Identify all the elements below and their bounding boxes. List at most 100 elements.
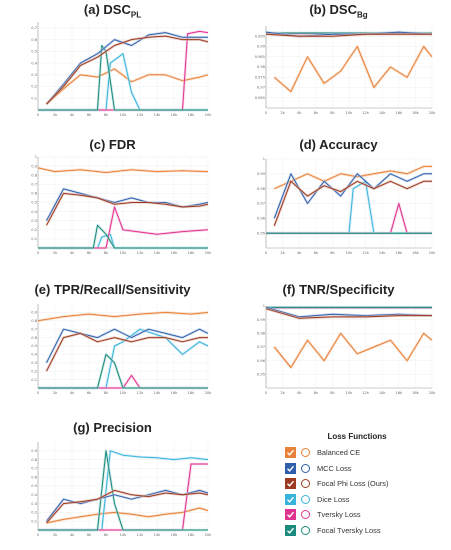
x-tick-label: 10k	[120, 113, 128, 117]
chart-panel-precision: (g) Precision 0 2k 4k 6k 8k 10k 12k 14k 16k 18k 20…	[0, 418, 225, 548]
x-tick-label: 6k	[87, 251, 92, 255]
legend-label: Balanced CE	[317, 448, 361, 458]
x-tick-label: 4k	[70, 533, 75, 537]
series-line-balanced-ce	[37, 167, 209, 173]
x-tick-label: 8k	[104, 533, 109, 537]
series-line-focal-tversky	[38, 224, 208, 249]
series-line-balanced-ce	[273, 46, 433, 93]
chart-title: (a) DSCPL	[83, 2, 142, 20]
y-tick-label: 0.9	[31, 164, 37, 168]
y-tick-label: 0.5	[31, 50, 37, 54]
x-tick-label: 6k	[314, 111, 319, 115]
y-tick-label: 1	[35, 155, 37, 159]
checkbox-icon	[285, 447, 296, 459]
legend-label: Focal Phi Loss (Ours)	[317, 479, 389, 489]
chart-dsc-pl: 0 2k 4k 6k 8k 10k 12k 14k 16k 18k 20k 0.1 0.2 0.3 0.4 0…	[31, 22, 213, 117]
legend-item: Dice Loss	[278, 492, 436, 508]
x-tick-label: 12k	[137, 113, 145, 117]
series-line-tversky	[38, 206, 209, 249]
legend-label: MCC Loss	[317, 463, 352, 473]
x-tick-label: 0	[37, 251, 40, 255]
series-line-balanced-ce	[273, 332, 433, 368]
x-tick-label: 6k	[87, 391, 92, 395]
x-tick-label: 8k	[330, 251, 335, 255]
x-tick-label: 6k	[87, 113, 92, 117]
y-tick-label: 0.2	[31, 228, 37, 232]
y-tick-label: 0.99	[257, 45, 266, 49]
y-tick-label: 0.3	[31, 502, 37, 506]
x-tick-label: 16k	[171, 533, 179, 537]
x-tick-label: 8k	[330, 391, 335, 395]
x-tick-label: 20k	[429, 111, 437, 115]
series-line-focal-tversky	[38, 353, 208, 389]
x-tick-label: 4k	[297, 391, 302, 395]
x-tick-label: 8k	[330, 111, 335, 115]
x-tick-label: 18k	[188, 533, 196, 537]
x-tick-label: 14k	[379, 111, 387, 115]
x-tick-label: 4k	[70, 391, 75, 395]
y-tick-label: 0.2	[31, 85, 37, 89]
y-tick-label: 0.2	[31, 369, 37, 373]
y-tick-label: 0.995	[255, 34, 265, 38]
x-tick-label: 12k	[362, 251, 370, 255]
x-tick-label: 6k	[314, 391, 319, 395]
y-tick-label: 0.8	[31, 458, 37, 462]
checkbox-icon	[285, 493, 296, 505]
y-tick-label: 0.99	[257, 318, 266, 322]
x-tick-label: 20k	[205, 113, 213, 117]
x-tick-label: 2k	[53, 533, 58, 537]
x-tick-label: 16k	[171, 391, 179, 395]
series-line-focal-phi	[46, 192, 209, 226]
y-tick-label: 0.96	[257, 359, 266, 363]
x-tick-label: 0	[265, 111, 268, 115]
chart-title: (g) Precision	[73, 420, 152, 435]
chart-dsc-bg: 0 2k 4k 6k 8k 10k 12k 14k 16k 18k 20k 0.965 0.97 0.97…	[255, 26, 437, 115]
x-tick-label: 10k	[346, 251, 354, 255]
y-tick-label: 0.1	[31, 378, 37, 382]
x-tick-label: 14k	[379, 391, 387, 395]
x-tick-label: 16k	[171, 113, 179, 117]
checkbox-icon	[285, 509, 296, 521]
x-tick-label: 20k	[429, 251, 437, 255]
y-tick-label: 0.6	[31, 192, 37, 196]
y-tick-label: 0.97	[257, 202, 265, 206]
x-tick-label: 10k	[346, 111, 354, 115]
y-tick-label: 0.95	[257, 373, 265, 377]
x-tick-label: 12k	[137, 533, 145, 537]
x-tick-label: 14k	[154, 251, 162, 255]
y-tick-label: 0.2	[31, 511, 37, 515]
legend-label: Focal Tversky Loss	[317, 525, 381, 535]
legend-item: MCC Loss	[278, 461, 436, 477]
x-tick-label: 2k	[280, 251, 285, 255]
y-tick-label: 0.98	[257, 187, 266, 191]
x-tick-label: 12k	[137, 391, 145, 395]
chart-tpr: 0 2k 4k 6k 8k 10k 12k 14k 16k 18k 20k 0.1 0.2 0.3 0.4 0…	[31, 304, 212, 395]
x-tick-label: 2k	[53, 391, 58, 395]
y-tick-label: 0.7	[31, 467, 37, 471]
legend-label: Tversky Loss	[317, 510, 361, 520]
x-tick-label: 18k	[412, 111, 420, 115]
x-tick-label: 6k	[314, 251, 319, 255]
chart-title: (b) DSCBg	[309, 2, 368, 20]
x-tick-label: 16k	[395, 111, 403, 115]
circle-marker-icon	[301, 525, 310, 535]
y-tick-label: 0.8	[31, 319, 37, 323]
checkbox-icon	[285, 462, 296, 474]
x-tick-label: 16k	[171, 251, 179, 255]
x-tick-label: 20k	[205, 251, 213, 255]
x-tick-label: 12k	[137, 251, 145, 255]
y-tick-label: 0.9	[31, 449, 37, 453]
y-tick-label: 0.8	[31, 173, 37, 177]
y-tick-label: 0.1	[31, 96, 37, 100]
y-tick-label: 0.4	[31, 493, 37, 497]
series-line-focal-phi	[265, 308, 432, 319]
legend-label: Dice Loss	[317, 494, 350, 504]
x-tick-label: 18k	[188, 391, 196, 395]
y-tick-label: 0.3	[31, 73, 37, 77]
x-tick-label: 8k	[104, 391, 109, 395]
chart-legend: Loss Functions Balanced CE MCC Loss Focal …	[278, 432, 436, 542]
x-tick-label: 20k	[205, 533, 213, 537]
x-tick-label: 4k	[70, 113, 75, 117]
y-tick-label: 0.1	[31, 519, 37, 523]
y-tick-label: 0.97	[257, 345, 265, 349]
